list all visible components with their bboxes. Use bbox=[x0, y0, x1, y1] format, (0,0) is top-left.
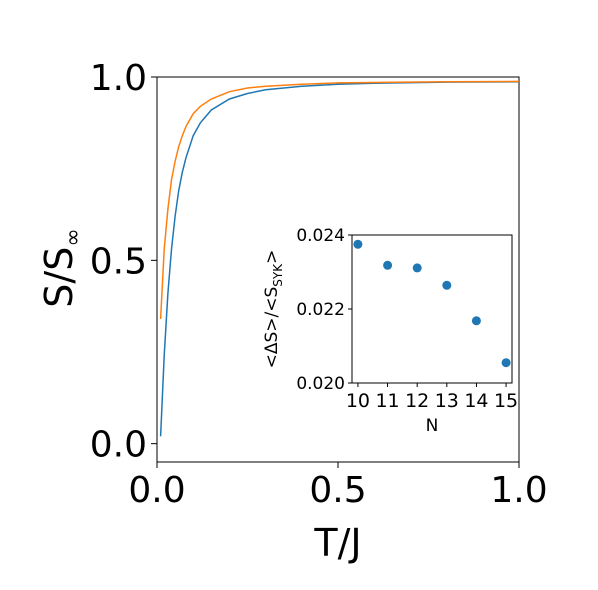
main-plot: 0.0 0.5 1.0 0.0 0.5 1.0 T/J S/S∞ bbox=[37, 58, 548, 565]
inset-data-point bbox=[353, 239, 363, 249]
inset-data-point bbox=[383, 260, 393, 270]
main-series-line-1 bbox=[159, 81, 520, 437]
inset-y-ticks: 0.020 0.022 0.024 bbox=[296, 226, 352, 394]
main-y-ticks: 0.0 0.5 1.0 bbox=[90, 58, 157, 466]
inset-y-tick-label: 0.024 bbox=[296, 226, 345, 246]
main-x-ticks: 0.0 0.5 1.0 bbox=[128, 462, 548, 511]
inset-plot: 10 11 12 13 14 15 0.020 0.022 0.024 N <ΔS>/<SSY… bbox=[262, 226, 518, 436]
main-x-axis-label: T/J bbox=[313, 521, 361, 565]
inset-y-axis-label-subscript: SYK bbox=[271, 263, 285, 287]
main-x-tick-label: 1.0 bbox=[490, 470, 547, 511]
main-y-axis-label-subscript: ∞ bbox=[61, 228, 86, 246]
main-x-tick-label: 0.0 bbox=[128, 470, 185, 511]
main-y-tick-label: 0.5 bbox=[90, 241, 147, 282]
main-y-axis-label: S/S∞ bbox=[37, 228, 86, 307]
main-y-tick-label: 0.0 bbox=[90, 425, 147, 466]
inset-x-axis-label: N bbox=[426, 416, 439, 436]
inset-data-point bbox=[412, 263, 422, 273]
inset-y-axis-label: <ΔS>/<SSYK> bbox=[262, 250, 285, 369]
main-y-tick-label: 1.0 bbox=[90, 58, 147, 99]
inset-y-tick-label: 0.022 bbox=[296, 300, 345, 320]
main-y-axis-label-main: S/S bbox=[37, 247, 81, 308]
inset-plot-background bbox=[352, 235, 512, 383]
inset-x-tick-label: 14 bbox=[464, 390, 488, 412]
inset-x-tick-label: 13 bbox=[435, 390, 459, 412]
inset-y-axis-label-part1: <ΔS>/<S bbox=[262, 287, 282, 369]
inset-y-axis-label-part3: > bbox=[262, 250, 282, 264]
inset-y-tick-label: 0.020 bbox=[296, 374, 345, 394]
inset-x-tick-label: 11 bbox=[375, 390, 399, 412]
main-series-line-2 bbox=[159, 80, 520, 320]
inset-x-tick-label: 10 bbox=[346, 390, 370, 412]
inset-x-ticks: 10 11 12 13 14 15 bbox=[346, 383, 518, 412]
inset-data-point bbox=[501, 358, 511, 368]
main-x-tick-label: 0.5 bbox=[309, 470, 366, 511]
inset-data-point bbox=[442, 280, 452, 290]
inset-x-tick-label: 12 bbox=[405, 390, 429, 412]
inset-series-group bbox=[353, 239, 511, 368]
inset-data-point bbox=[471, 316, 481, 326]
inset-x-tick-label: 15 bbox=[494, 390, 518, 412]
main-series-group bbox=[159, 80, 520, 437]
